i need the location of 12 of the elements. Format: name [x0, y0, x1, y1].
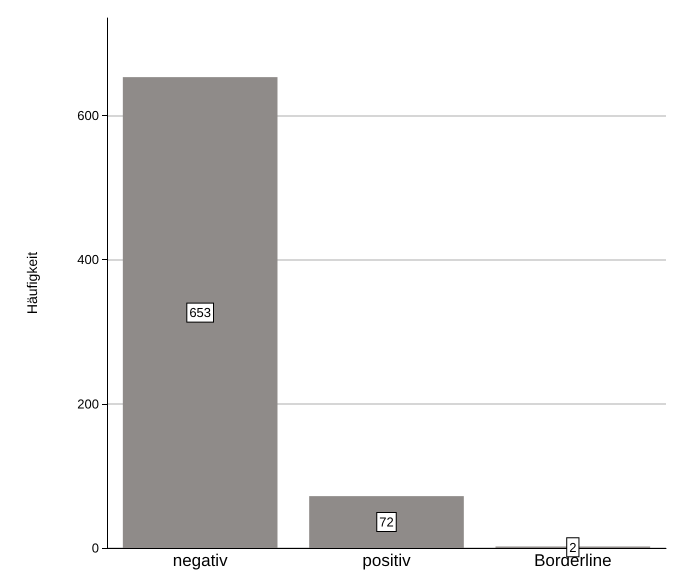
data-label: 2	[569, 540, 576, 555]
bar	[122, 77, 278, 548]
x-tick-label: positiv	[362, 551, 412, 570]
data-label: 653	[189, 305, 212, 320]
data-label: 72	[379, 514, 394, 530]
x-tick-label: negativ	[172, 551, 228, 570]
y-tick-label: 400	[77, 252, 99, 268]
y-tick-label: 600	[77, 108, 99, 123]
bar	[309, 496, 464, 548]
y-tick-label: 200	[77, 396, 99, 412]
y-tick-label: 0	[92, 540, 99, 556]
y-axis-title: Häufigkeit	[24, 252, 40, 314]
